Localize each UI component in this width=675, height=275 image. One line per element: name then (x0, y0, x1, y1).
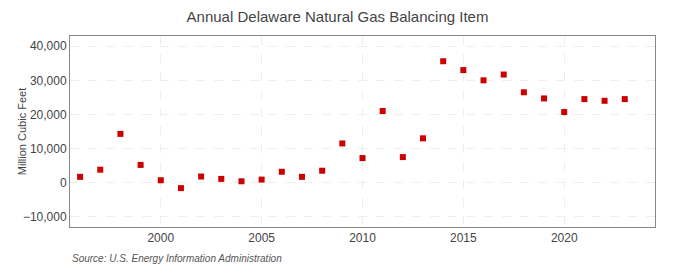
svg-text:Annual Delaware Natural Gas Ba: Annual Delaware Natural Gas Balancing It… (187, 8, 489, 25)
svg-text:20,000: 20,000 (30, 108, 67, 122)
svg-text:2005: 2005 (248, 231, 275, 245)
svg-text:2000: 2000 (147, 231, 174, 245)
svg-text:2020: 2020 (551, 231, 578, 245)
svg-text:2010: 2010 (349, 231, 376, 245)
svg-text:Source: U.S. Energy Informatio: Source: U.S. Energy Information Administ… (72, 253, 282, 264)
svg-text:30,000: 30,000 (30, 74, 67, 88)
svg-text:10,000: 10,000 (30, 142, 67, 156)
svg-text:−10,000: −10,000 (23, 210, 67, 224)
svg-text:0: 0 (60, 176, 67, 190)
svg-text:2015: 2015 (450, 231, 477, 245)
svg-text:Million Cubic Feet: Million Cubic Feet (16, 88, 28, 175)
svg-text:40,000: 40,000 (30, 39, 67, 53)
